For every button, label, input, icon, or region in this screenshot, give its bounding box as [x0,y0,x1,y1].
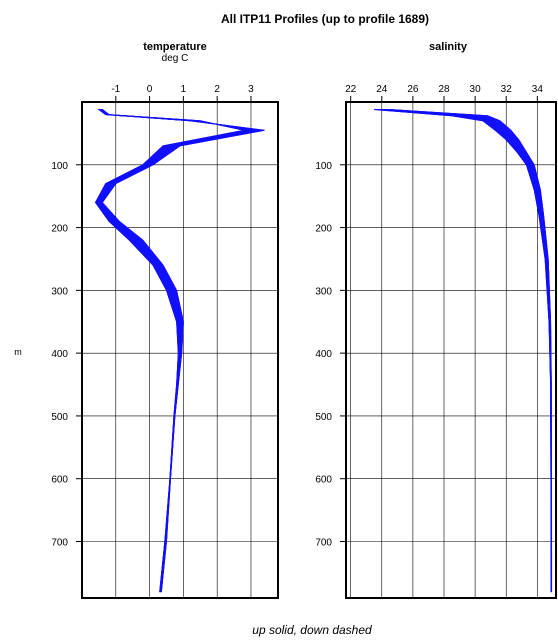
y-tick-label: 600 [315,475,332,486]
temperature-frame [81,101,279,599]
y-tick-label: 400 [51,349,68,360]
x-tick-label: 22 [345,84,357,95]
temperature-panel: temperature deg C -1 0 1 2 3 100 200 300 400 500 6… [51,41,279,599]
profile-up-line [97,109,253,592]
profile-up-line [382,109,552,592]
profile-up-line [98,109,265,592]
y-tick-label: 600 [51,475,68,486]
profile-down-line [373,109,552,592]
temperature-ticks: -1 0 1 2 3 100 200 300 400 500 600 700 [51,84,254,548]
y-tick-label: 100 [51,161,68,172]
profile-up-line [383,109,552,592]
x-tick-label: 30 [470,84,482,95]
profile-up-line [375,109,552,592]
profile-up-line [385,109,552,592]
profile-up-line [386,109,552,592]
temperature-title: temperature [143,41,207,53]
x-tick-label: 32 [501,84,513,95]
profile-up-line [97,109,252,592]
x-tick-label: 0 [147,84,153,95]
profile-up-line [377,109,552,592]
profile-envelope [373,109,553,593]
footer-note: up solid, down dashed [252,623,372,637]
profile-up-line [98,109,256,592]
x-tick-label: 2 [214,84,220,95]
profile-up-line [379,109,552,592]
profile-up-line [376,109,552,592]
profile-up-line [378,109,552,592]
y-tick-label: 700 [315,537,332,548]
x-tick-label: 28 [438,84,450,95]
figure-title: All ITP11 Profiles (up to profile 1689) [221,12,429,26]
y-tick-label: 700 [51,537,68,548]
x-tick-label: 24 [376,84,388,95]
x-tick-label: 26 [407,84,419,95]
y-tick-label: 300 [315,286,332,297]
temperature-unit: deg C [162,53,189,64]
profile-up-line [381,109,552,592]
y-tick-label: 400 [315,349,332,360]
salinity-grid [346,102,556,598]
profile-up-line [389,109,552,592]
y-axis-label: m [14,347,22,357]
profile-up-line [373,109,552,592]
salinity-ticks: 22 24 26 28 30 32 34 100 200 300 400 500 600 700 [315,84,543,548]
y-tick-label: 200 [315,224,332,235]
profile-up-line [98,109,255,592]
salinity-frame [345,101,557,599]
salinity-title: salinity [429,41,468,53]
y-tick-label: 500 [51,412,68,423]
y-tick-label: 500 [315,412,332,423]
salinity-panel: salinity 22 24 26 28 30 32 34 100 200 300 400 500 60… [315,41,557,599]
y-tick-label: 200 [51,224,68,235]
x-tick-label: -1 [111,84,120,95]
x-tick-label: 34 [532,84,544,95]
y-tick-label: 300 [51,286,68,297]
salinity-series [373,109,553,593]
x-tick-label: 1 [181,84,187,95]
x-tick-label: 3 [248,84,254,95]
temperature-series [94,109,265,593]
profile-up-line [387,109,552,592]
temperature-grid [82,102,278,598]
profile-up-line [380,109,552,592]
profile-down-line [389,109,552,592]
y-tick-label: 100 [315,161,332,172]
